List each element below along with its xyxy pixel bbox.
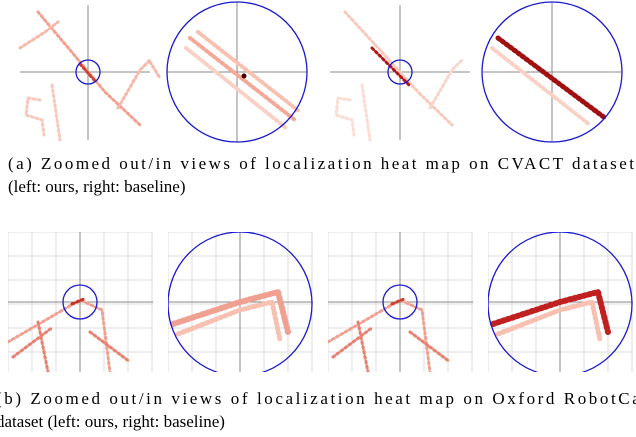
caption-a-line1: (a) Zoomed out/in views of localization … [8, 154, 634, 173]
zoom-circle [168, 232, 313, 372]
road [170, 288, 291, 335]
zoom-circle [488, 232, 633, 372]
panel-a3 [330, 5, 470, 142]
road [390, 297, 406, 306]
road [328, 298, 432, 372]
zoom-circle [382, 284, 418, 320]
road [175, 298, 283, 343]
road [70, 297, 86, 306]
bottom-row [8, 232, 633, 372]
panel-b3 [328, 232, 473, 372]
road [490, 288, 611, 335]
caption-a-line2: (left: ours, right: baseline) [8, 177, 186, 196]
panel-b4 [488, 232, 633, 372]
panel-a1 [18, 5, 162, 142]
panel-a4 [481, 1, 623, 143]
road [495, 298, 603, 343]
zoom-circle [62, 284, 98, 320]
caption-b-line1: (b) Zoomed out/in views of localization … [0, 389, 636, 408]
panel-b1 [8, 232, 153, 372]
caption-b-line2: dataset (left: ours, right: baseline) [0, 412, 225, 431]
road [331, 320, 452, 372]
panel-a2 [166, 1, 308, 143]
panel-b2 [168, 232, 313, 372]
road [11, 320, 132, 372]
road [8, 298, 112, 372]
